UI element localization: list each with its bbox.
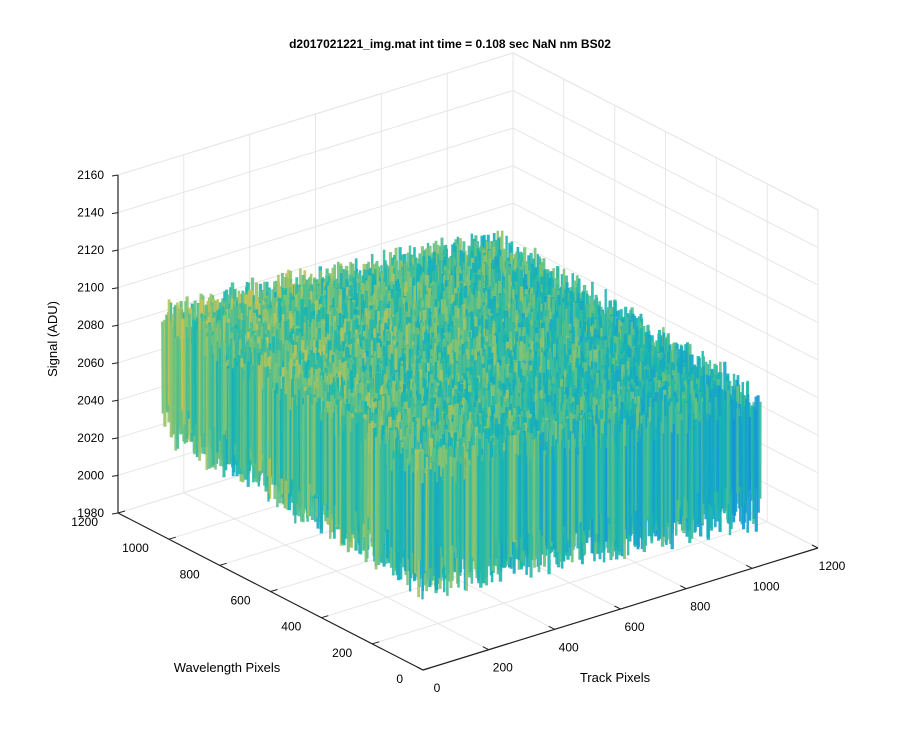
surface-sliver <box>200 328 205 454</box>
top-edge <box>512 52 819 211</box>
surface-sliver <box>268 368 273 459</box>
surface-sliver <box>209 344 213 430</box>
surface-sliver <box>278 378 282 504</box>
grid-line <box>372 521 768 645</box>
top-edge <box>117 52 514 176</box>
surface-sliver <box>249 363 253 448</box>
chart-title: d2017021221_img.mat int time = 0.108 sec… <box>289 37 611 51</box>
axes-grid <box>117 52 819 671</box>
surface-plot <box>161 230 762 600</box>
surface-sliver <box>235 366 240 461</box>
surface-sliver <box>161 321 165 414</box>
